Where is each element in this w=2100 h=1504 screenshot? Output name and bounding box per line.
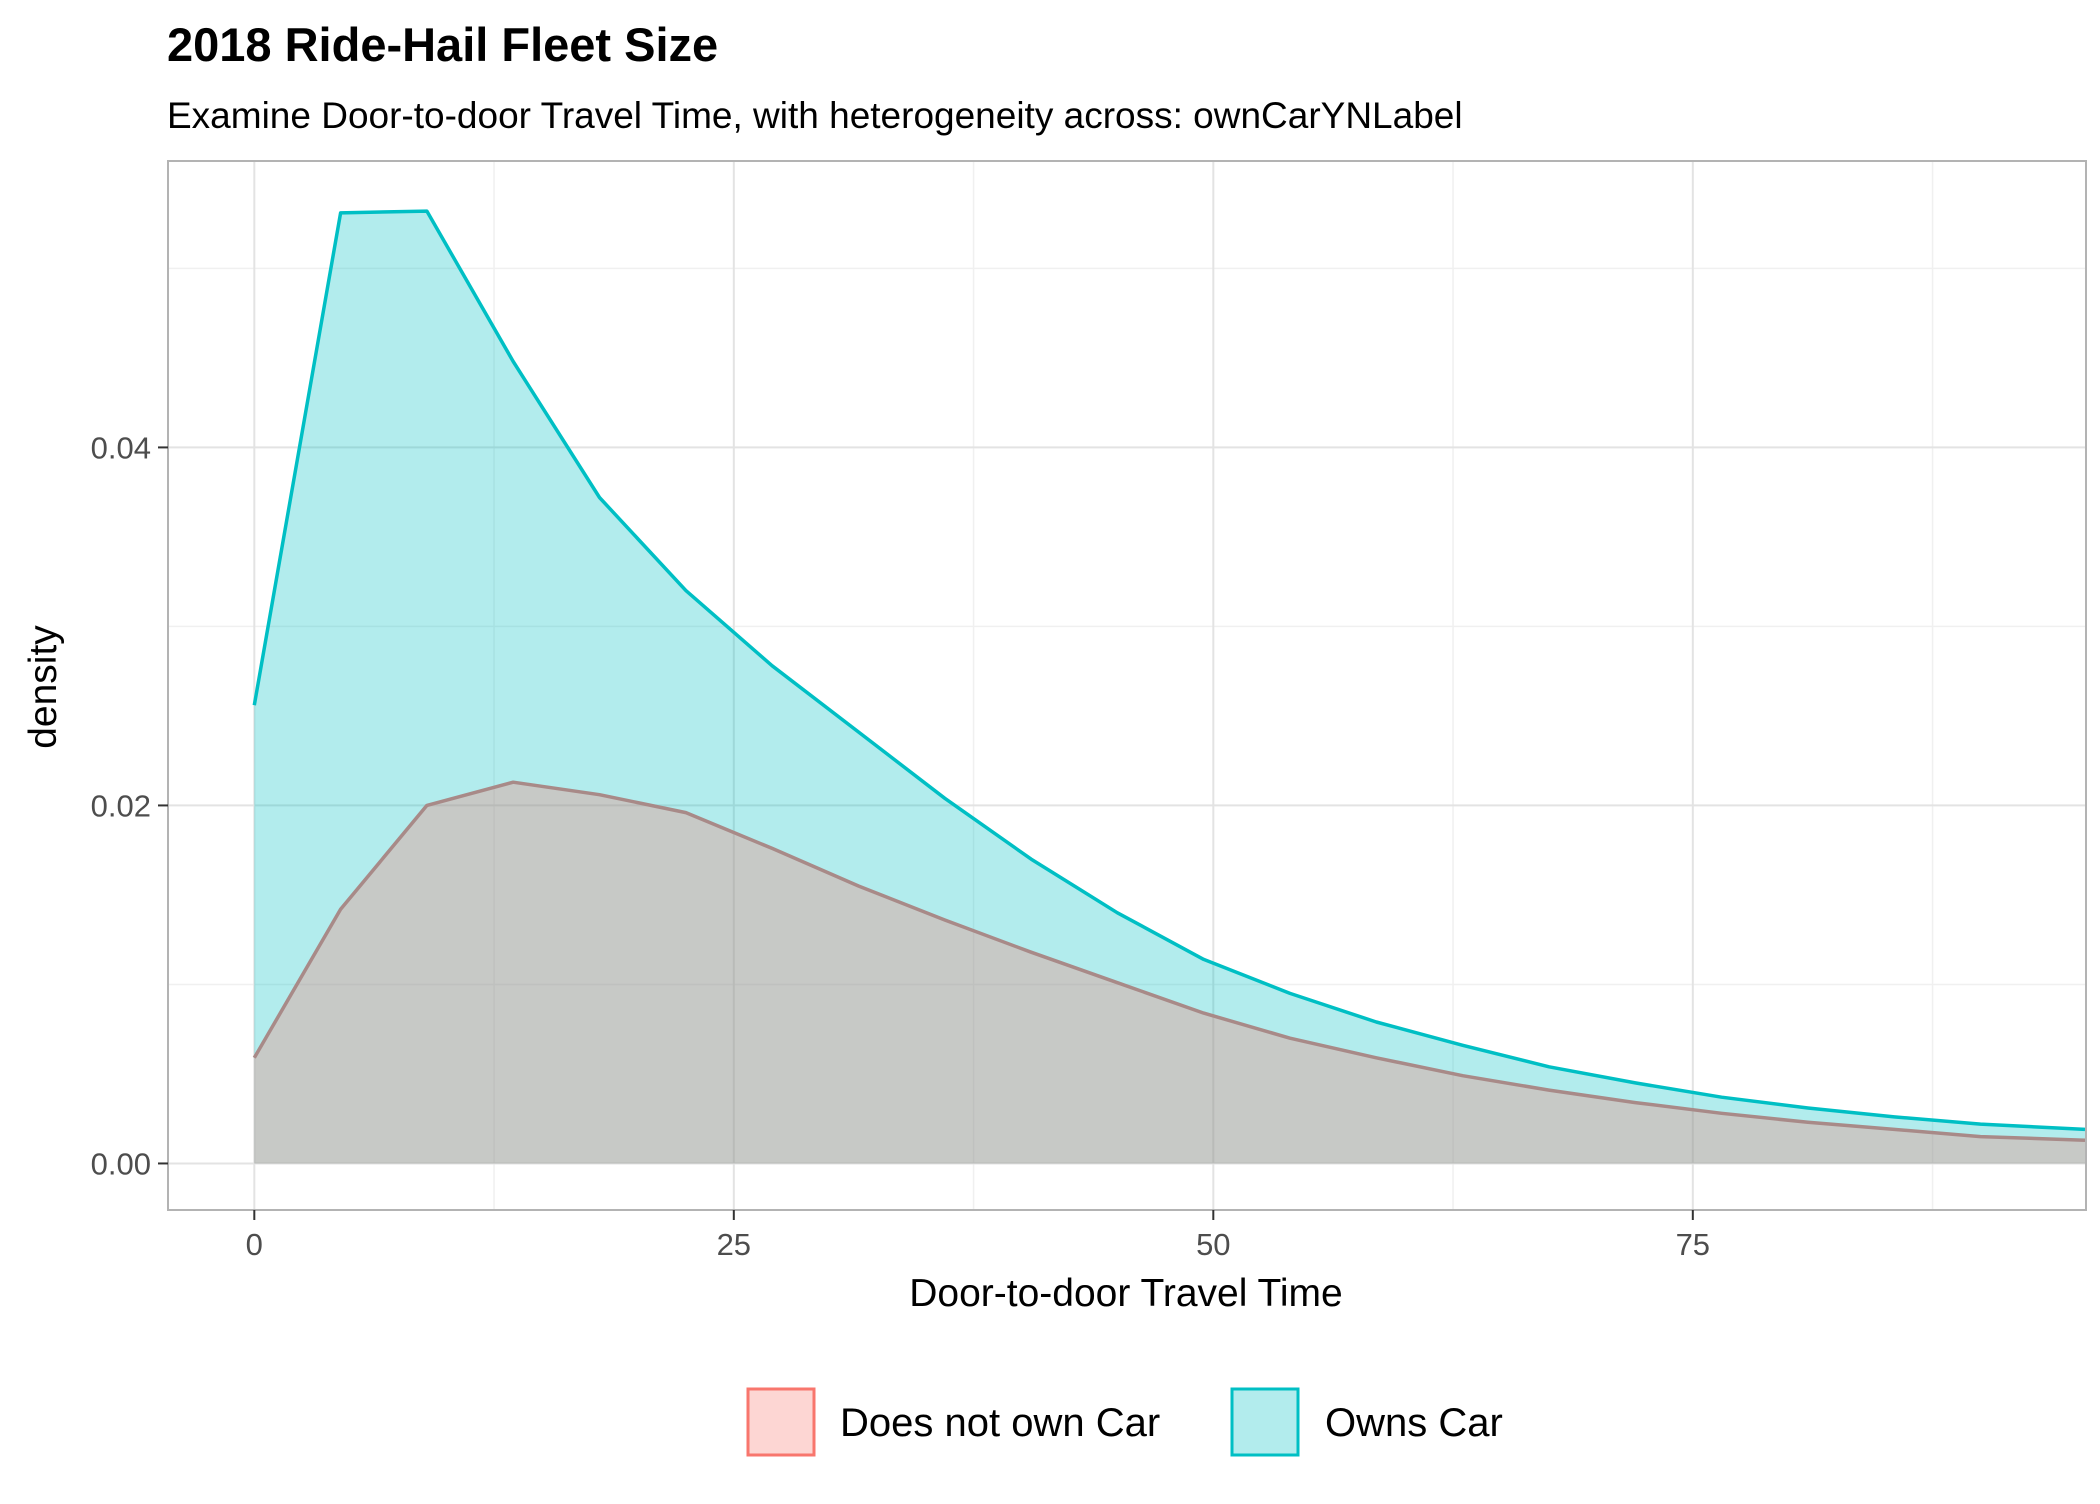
x-tick-label: 75 [1676, 1227, 1710, 1262]
line-owns-car [252, 209, 2086, 1132]
legend-key-does-not-own-car [746, 1387, 816, 1457]
chart-title: 2018 Ride-Hail Fleet Size [167, 18, 718, 71]
area-does-not-own-car [254, 782, 2085, 1164]
chart-subtitle: Examine Door-to-door Travel Time, with h… [167, 95, 1463, 136]
grid-minor [168, 161, 2086, 1210]
x-tick-label: 25 [717, 1227, 751, 1262]
y-tick-label: 0.00 [91, 1146, 151, 1181]
legend-key-owns-car [1230, 1387, 1300, 1457]
grid-major [168, 161, 2086, 1210]
x-axis-title: Door-to-door Travel Time [909, 1272, 1342, 1315]
y-tick-label: 0.02 [91, 788, 151, 823]
x-tick-label: 0 [246, 1227, 263, 1262]
legend-label-owns-car: Owns Car [1325, 1401, 1503, 1445]
density-areas [254, 211, 2085, 1164]
x-axis-ticks: 0 25 50 75 [246, 1210, 1710, 1262]
x-tick-label: 50 [1196, 1227, 1230, 1262]
density-lines [252, 209, 2086, 1142]
y-axis-ticks: 0.00 0.02 0.04 [91, 430, 168, 1181]
area-owns-car [254, 211, 2085, 1164]
legend-label-does-not-own-car: Does not own Car [840, 1401, 1160, 1445]
panel-border [167, 160, 2087, 1211]
legend: Does not own Car Owns Car [746, 1387, 1503, 1457]
line-does-not-own-car [252, 780, 2086, 1142]
y-axis-title: density [22, 625, 65, 749]
y-tick-label: 0.04 [91, 430, 151, 465]
